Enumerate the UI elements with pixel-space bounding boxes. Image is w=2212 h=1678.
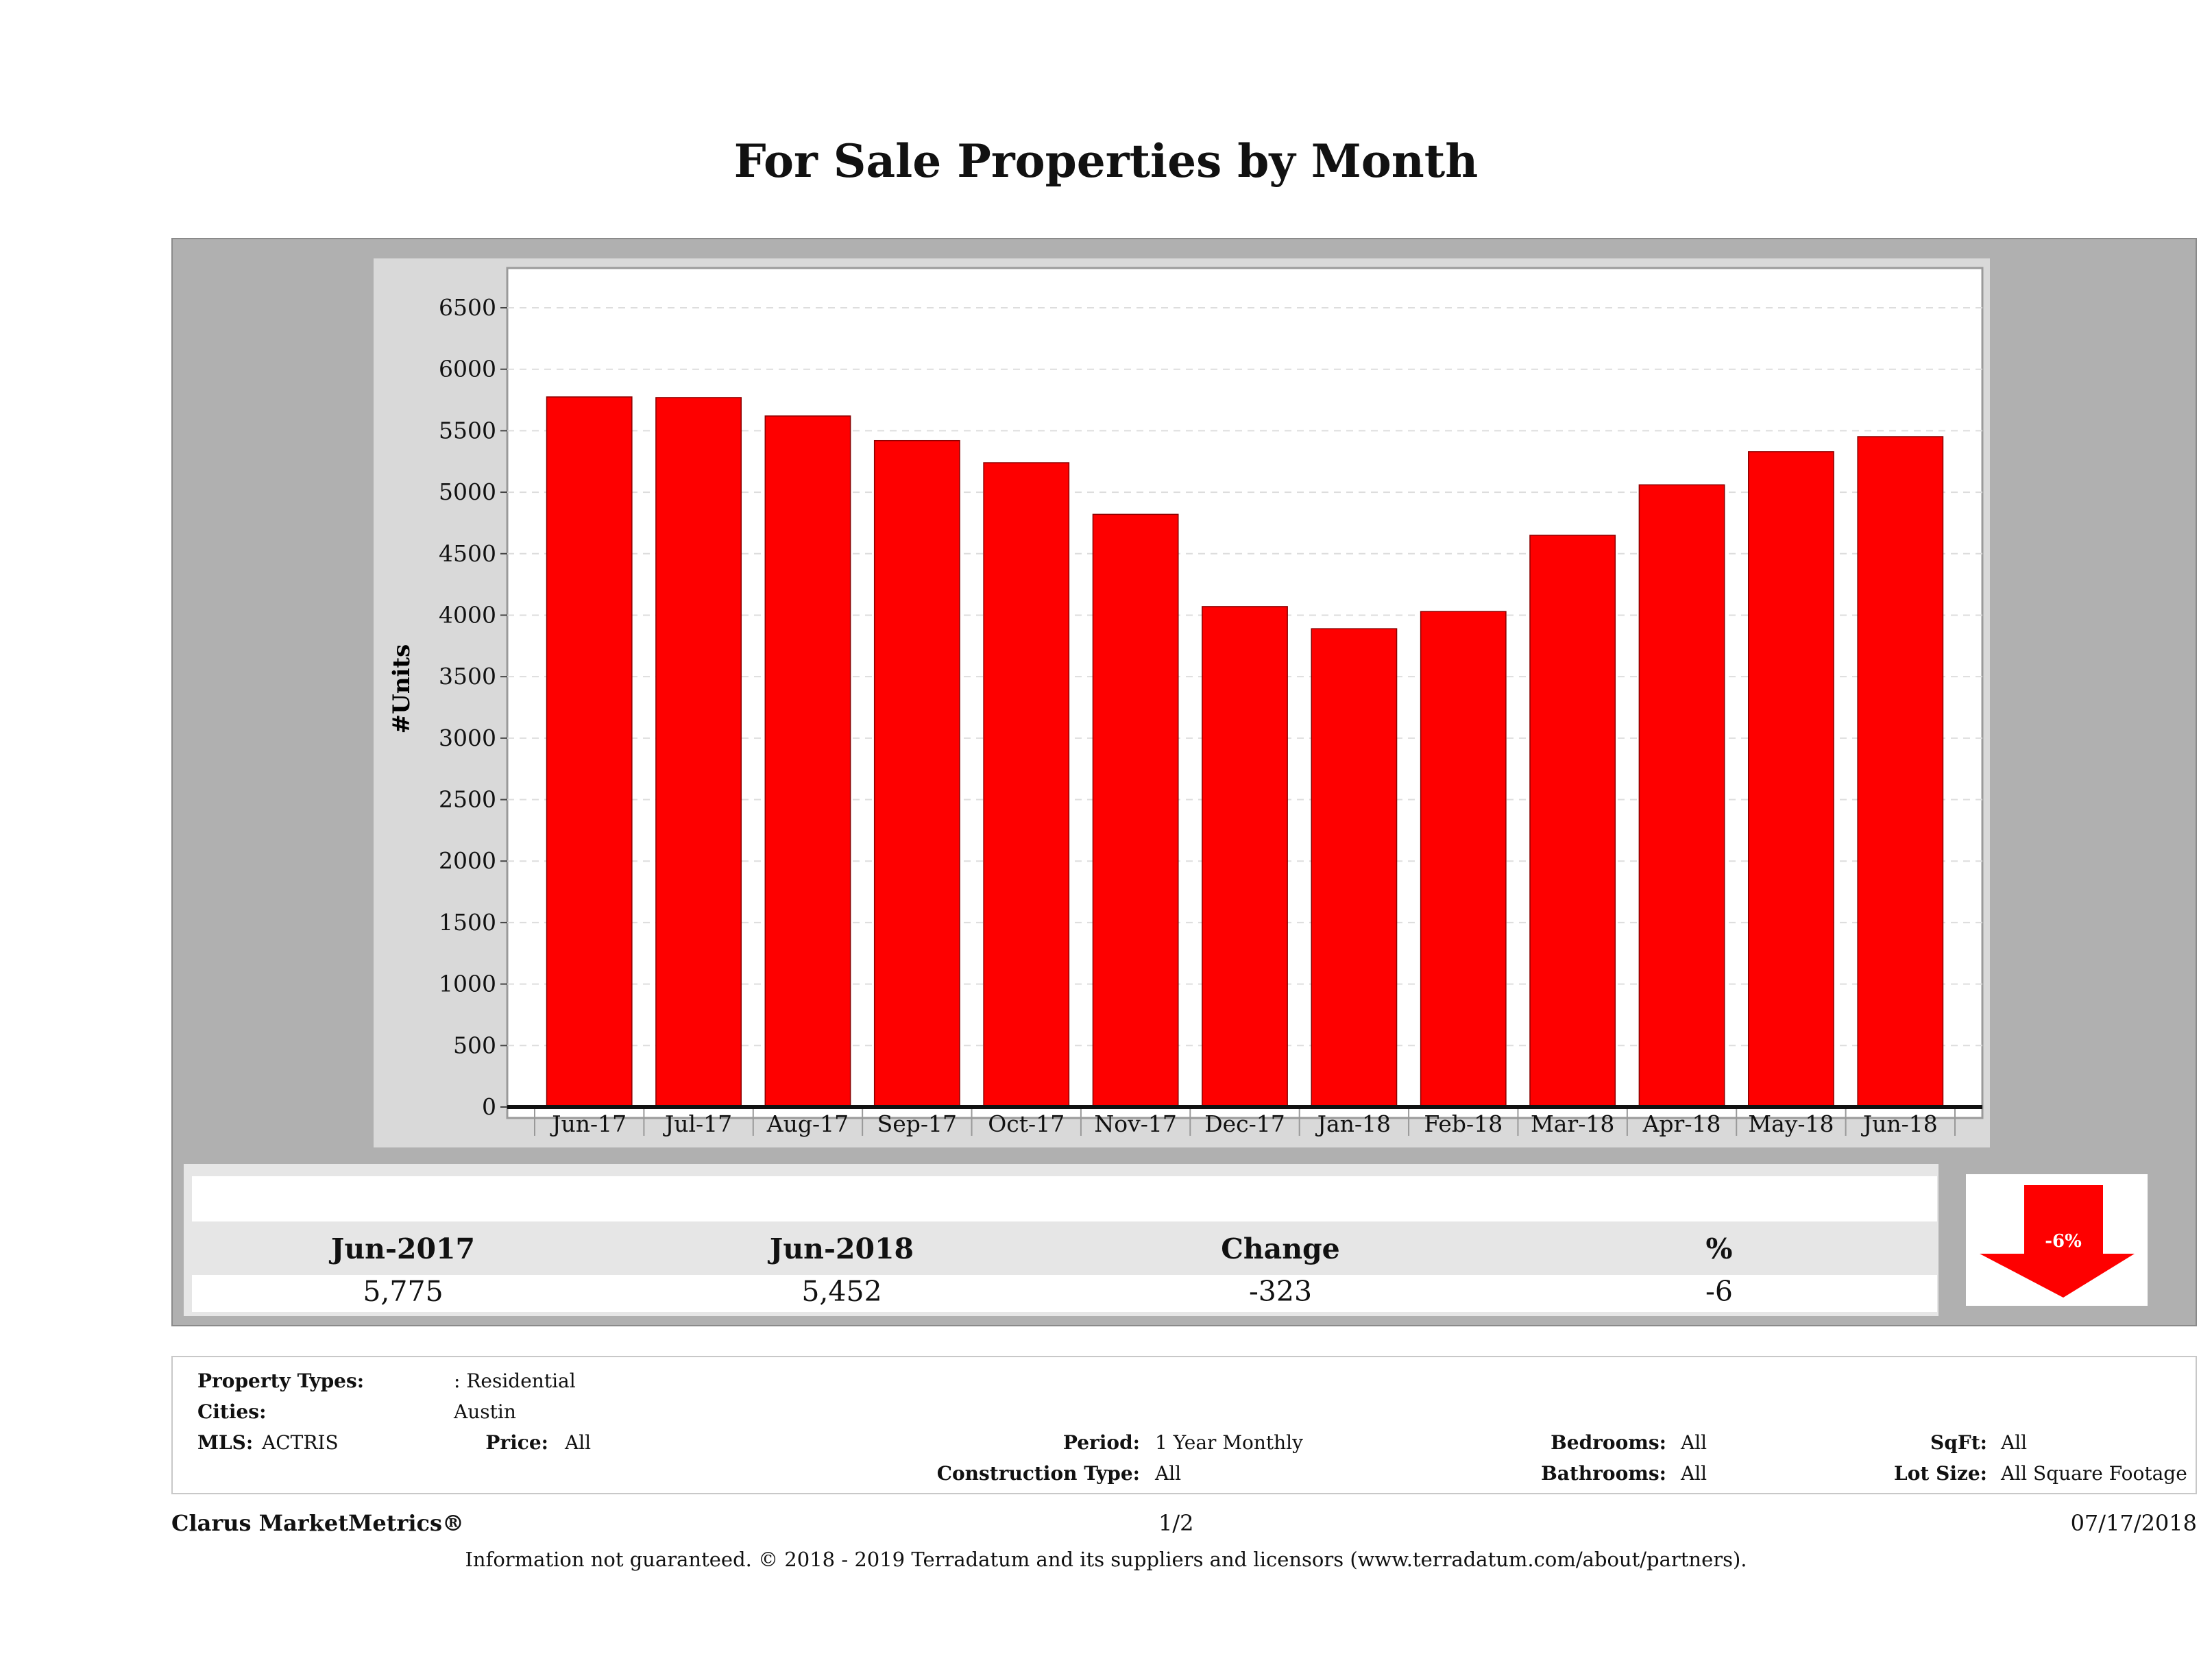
bedrooms-value: All — [1681, 1431, 1707, 1454]
summary-value-start: 5,775 — [363, 1275, 443, 1308]
x-tick-label: Aug-17 — [766, 1110, 849, 1137]
y-tick-label: 2500 — [439, 786, 496, 813]
y-tick-label: 4500 — [439, 540, 496, 567]
property-types-value: : Residential — [454, 1370, 576, 1392]
summary-value-percent: -6 — [1705, 1275, 1733, 1308]
summary-value-row — [192, 1275, 1937, 1312]
y-axis-ticks: 0 500 1000 1500 2000 2500 3000 3500 4000 4500 5000… — [439, 294, 507, 1120]
property-types-label: Property Types: — [197, 1370, 365, 1392]
x-tick-label: Jul-17 — [663, 1110, 732, 1137]
summary-value-change: -323 — [1248, 1275, 1313, 1308]
sqft-label: SqFt: — [1930, 1431, 1987, 1454]
price-label: Price: — [485, 1431, 548, 1454]
y-tick-label: 1500 — [439, 909, 496, 936]
summary-table: Jun-2017 Jun-2018 Change % 5,775 5,452 -… — [184, 1164, 1938, 1316]
x-tick-label: Mar-18 — [1531, 1110, 1614, 1137]
construction-type-value: All — [1155, 1462, 1182, 1485]
bar-May-18 — [1748, 451, 1834, 1108]
bar-Mar-18 — [1529, 535, 1616, 1108]
y-tick-label: 5500 — [439, 417, 496, 443]
price-value: All — [565, 1431, 592, 1454]
x-tick-label: Sep-17 — [877, 1110, 957, 1137]
bar-Sep-17 — [873, 439, 960, 1108]
bathrooms-value: All — [1681, 1462, 1707, 1485]
x-tick-label: Jun-17 — [550, 1110, 627, 1137]
report-date: 07/17/2018 — [2070, 1510, 2197, 1536]
bedrooms-label: Bedrooms: — [1551, 1431, 1666, 1454]
y-tick-label: 6000 — [439, 356, 496, 382]
x-tick-label: Apr-18 — [1642, 1110, 1721, 1137]
bar-Jul-17 — [655, 397, 742, 1108]
bar-Aug-17 — [764, 415, 851, 1108]
bar-Jun-18 — [1857, 436, 1944, 1108]
x-tick-label: Jun-18 — [1861, 1110, 1938, 1137]
brand-name: Clarus MarketMetrics® — [171, 1510, 465, 1536]
lot-size-label: Lot Size: — [1894, 1462, 1987, 1485]
period-value: 1 Year Monthly — [1155, 1431, 1303, 1454]
page-number: 1/2 — [1158, 1510, 1194, 1536]
period-label: Period: — [1062, 1431, 1140, 1454]
bar-Apr-18 — [1638, 484, 1725, 1108]
y-tick-label: 6500 — [439, 294, 496, 321]
y-tick-label: 500 — [453, 1032, 496, 1058]
x-tick-label: Dec-17 — [1204, 1110, 1285, 1137]
summary-value-end: 5,452 — [801, 1275, 882, 1308]
sqft-value: All — [2001, 1431, 2028, 1454]
y-tick-label: 3500 — [439, 663, 496, 690]
x-axis-ticks: Jun-17 Jul-17 Aug-17 Sep-17 Oct-17 Nov-17 Dec-… — [534, 1107, 1956, 1137]
summary-header-percent: % — [1705, 1232, 1733, 1265]
bar-Dec-17 — [1202, 606, 1288, 1108]
mls-label: MLS: — [197, 1431, 254, 1454]
summary-header-change: Change — [1221, 1232, 1340, 1265]
bathrooms-label: Bathrooms: — [1541, 1462, 1666, 1485]
bar-Jan-18 — [1311, 628, 1398, 1108]
change-badge-label: -6% — [2045, 1231, 2082, 1252]
y-tick-label: 0 — [482, 1093, 496, 1120]
summary-spacer-row — [192, 1176, 1937, 1221]
summary-header-end: Jun-2018 — [769, 1232, 914, 1265]
y-tick-label: 1000 — [439, 971, 496, 997]
x-tick-label: Jan-18 — [1315, 1110, 1391, 1137]
bar-Oct-17 — [983, 462, 1070, 1108]
change-arrow-box: -6% — [1966, 1174, 2148, 1306]
x-tick-label: Oct-17 — [988, 1110, 1065, 1137]
down-arrow-icon: -6% — [1980, 1185, 2135, 1298]
construction-type-label: Construction Type: — [936, 1462, 1140, 1485]
lot-size-value: All Square Footage — [2001, 1462, 2187, 1485]
y-axis-label: #Units — [388, 644, 415, 734]
y-tick-label: 2000 — [439, 847, 496, 874]
bar-Nov-17 — [1092, 513, 1179, 1108]
y-tick-label: 5000 — [439, 478, 496, 505]
page-title: For Sale Properties by Month — [733, 134, 1479, 188]
y-tick-label: 4000 — [439, 601, 496, 628]
bar-Feb-18 — [1420, 611, 1507, 1108]
bars — [546, 396, 1944, 1108]
mls-value: ACTRIS — [262, 1431, 339, 1454]
x-tick-label: Nov-17 — [1094, 1110, 1177, 1137]
bar-chart: 0 500 1000 1500 2000 2500 3000 3500 4000 4500 5000… — [388, 267, 1984, 1137]
cities-label: Cities: — [197, 1400, 267, 1423]
search-criteria: Property Types: : Residential Cities: Au… — [171, 1356, 2197, 1494]
x-tick-label: May-18 — [1748, 1110, 1834, 1137]
bar-Jun-17 — [546, 396, 633, 1108]
y-tick-label: 3000 — [439, 725, 496, 751]
x-tick-label: Feb-18 — [1424, 1110, 1503, 1137]
cities-value: Austin — [454, 1400, 516, 1423]
disclaimer: Information not guaranteed. © 2018 - 201… — [465, 1548, 1747, 1571]
summary-header-start: Jun-2017 — [330, 1232, 476, 1265]
